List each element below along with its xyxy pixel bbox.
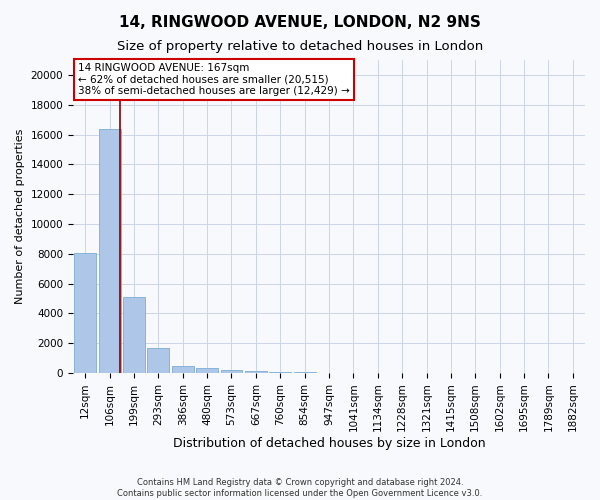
Bar bbox=[269, 372, 291, 373]
Bar bbox=[172, 366, 194, 373]
Bar bbox=[221, 370, 242, 373]
Bar bbox=[148, 348, 169, 373]
Bar bbox=[293, 372, 316, 373]
X-axis label: Distribution of detached houses by size in London: Distribution of detached houses by size … bbox=[173, 437, 485, 450]
Text: 14 RINGWOOD AVENUE: 167sqm
← 62% of detached houses are smaller (20,515)
38% of : 14 RINGWOOD AVENUE: 167sqm ← 62% of deta… bbox=[78, 63, 350, 96]
Bar bbox=[123, 297, 145, 373]
Bar bbox=[74, 253, 96, 373]
Bar bbox=[196, 368, 218, 373]
Bar bbox=[245, 371, 267, 373]
Text: 14, RINGWOOD AVENUE, LONDON, N2 9NS: 14, RINGWOOD AVENUE, LONDON, N2 9NS bbox=[119, 15, 481, 30]
Bar bbox=[98, 128, 121, 373]
Y-axis label: Number of detached properties: Number of detached properties bbox=[15, 129, 25, 304]
Text: Size of property relative to detached houses in London: Size of property relative to detached ho… bbox=[117, 40, 483, 53]
Text: Contains HM Land Registry data © Crown copyright and database right 2024.
Contai: Contains HM Land Registry data © Crown c… bbox=[118, 478, 482, 498]
